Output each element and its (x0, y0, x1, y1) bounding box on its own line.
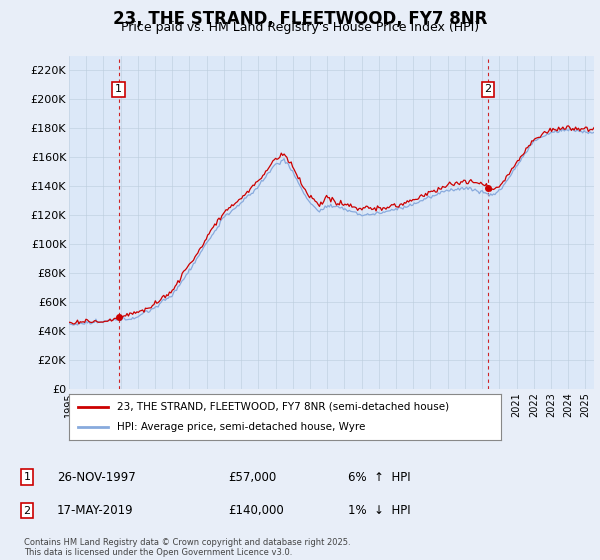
Text: Contains HM Land Registry data © Crown copyright and database right 2025.
This d: Contains HM Land Registry data © Crown c… (24, 538, 350, 557)
Text: £140,000: £140,000 (228, 504, 284, 517)
Text: 6%  ↑  HPI: 6% ↑ HPI (348, 470, 410, 484)
Text: 17-MAY-2019: 17-MAY-2019 (57, 504, 134, 517)
Text: 1%  ↓  HPI: 1% ↓ HPI (348, 504, 410, 517)
Text: 23, THE STRAND, FLEETWOOD, FY7 8NR (semi-detached house): 23, THE STRAND, FLEETWOOD, FY7 8NR (semi… (116, 402, 449, 412)
Text: 2: 2 (23, 506, 31, 516)
Text: 1: 1 (23, 472, 31, 482)
Text: 23, THE STRAND, FLEETWOOD, FY7 8NR: 23, THE STRAND, FLEETWOOD, FY7 8NR (113, 10, 487, 28)
Text: £57,000: £57,000 (228, 470, 276, 484)
Text: 2: 2 (484, 85, 491, 94)
Text: HPI: Average price, semi-detached house, Wyre: HPI: Average price, semi-detached house,… (116, 422, 365, 432)
Text: 1: 1 (115, 85, 122, 94)
Text: 26-NOV-1997: 26-NOV-1997 (57, 470, 136, 484)
Text: Price paid vs. HM Land Registry's House Price Index (HPI): Price paid vs. HM Land Registry's House … (121, 21, 479, 34)
